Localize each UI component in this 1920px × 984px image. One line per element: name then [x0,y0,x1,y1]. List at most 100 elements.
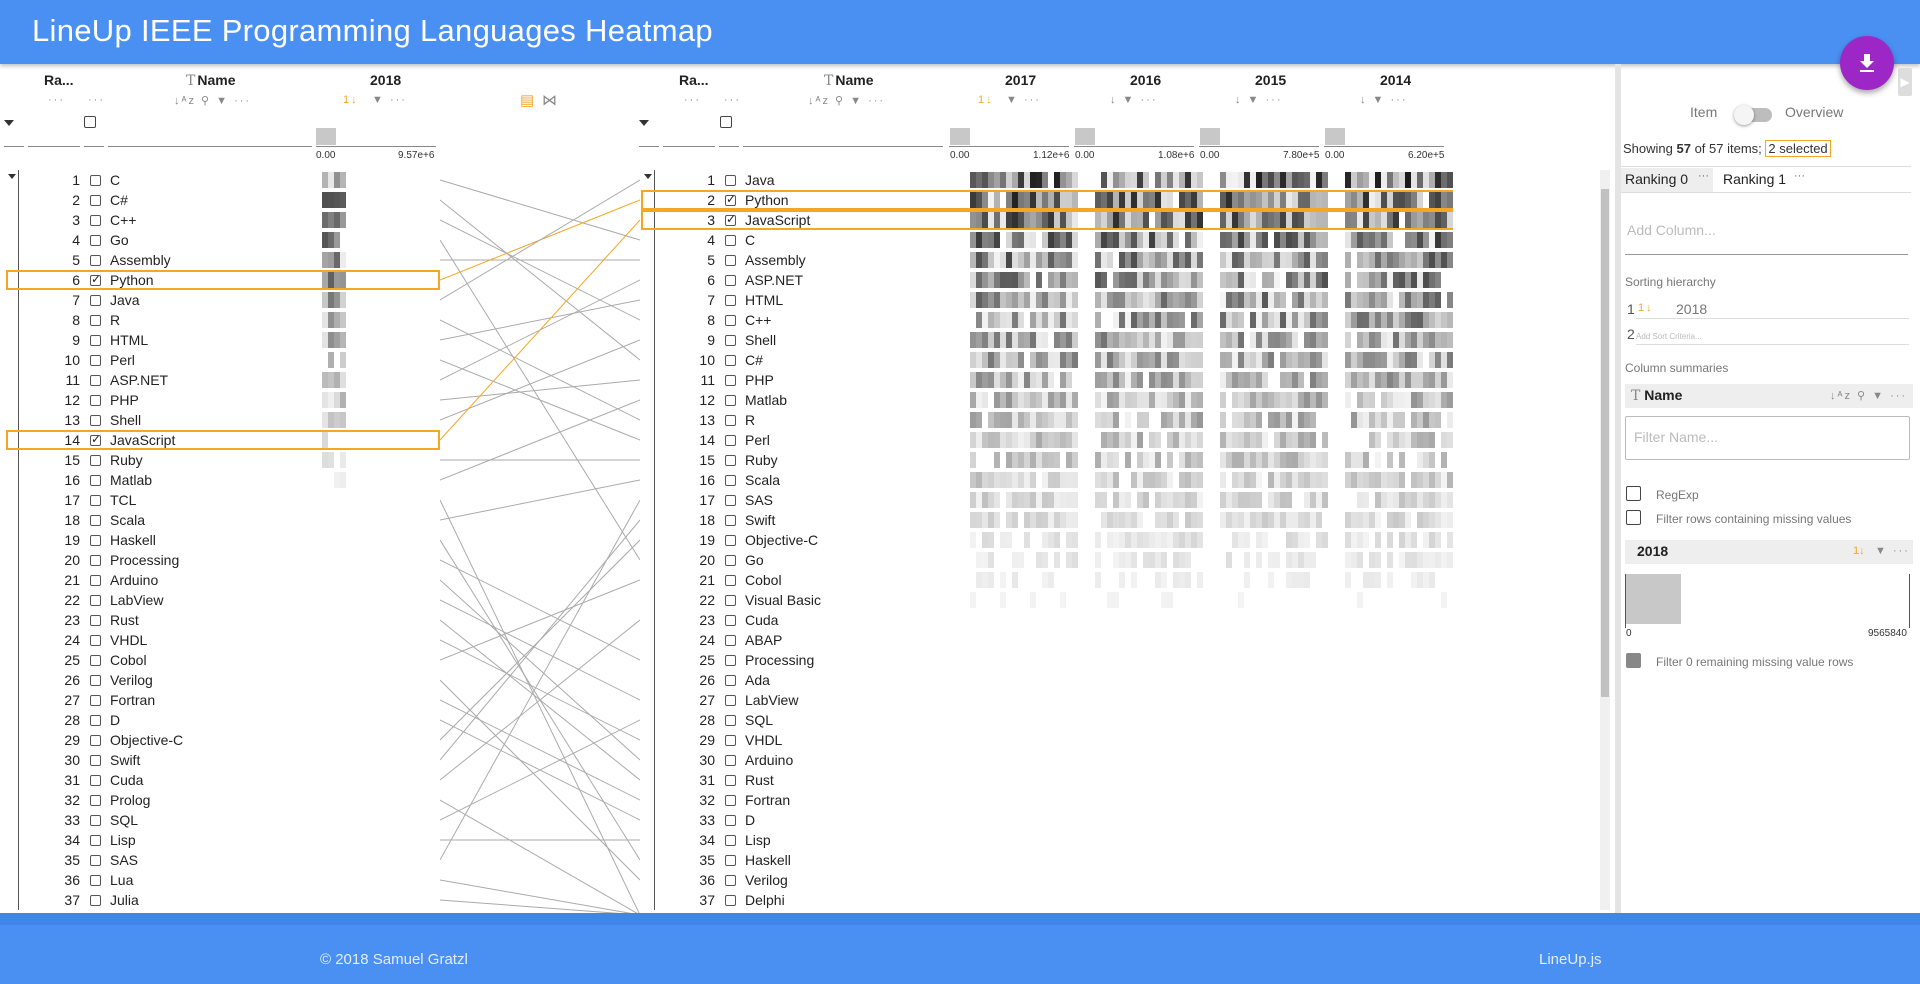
row-checkbox[interactable] [90,835,101,846]
year-summary-tools[interactable]: ▼ ··· [1875,545,1910,557]
row-checkbox[interactable] [725,395,736,406]
row-checkbox[interactable] [90,395,101,406]
lineup-link[interactable]: LineUp.js [1539,951,1602,968]
ranking-row[interactable]: 32 Prolog [6,790,436,810]
ranking-row[interactable]: 11 ASP.NET [6,370,436,390]
slope-mode-icon[interactable]: ▤ [520,92,537,109]
row-checkbox[interactable] [725,715,736,726]
ranking-row[interactable]: 25 Processing [641,650,1071,670]
right-collapse-icon[interactable] [639,120,649,126]
ranking-row[interactable]: 37 Delphi [641,890,1071,910]
ranking-row[interactable]: 15 Ruby [641,450,1071,470]
row-checkbox[interactable] [90,295,101,306]
row-checkbox[interactable] [90,455,101,466]
ranking-row[interactable]: 6Python [6,270,436,290]
ranking-row[interactable]: 29 VHDL [641,730,1071,750]
row-checkbox[interactable] [725,355,736,366]
row-checkbox[interactable] [725,175,736,186]
row-checkbox[interactable] [725,315,736,326]
ranking-row[interactable]: 12 Matlab [641,390,1071,410]
ranking-row[interactable]: 30 Arduino [641,750,1071,770]
row-checkbox[interactable] [725,835,736,846]
row-checkbox[interactable] [725,735,736,746]
row-checkbox[interactable] [90,235,101,246]
ranking-row[interactable]: 9 HTML [6,330,436,350]
row-checkbox[interactable] [725,595,736,606]
ranking-row[interactable]: 36 Lua [6,870,436,890]
ranking-row[interactable]: 29 Objective-C [6,730,436,750]
row-checkbox[interactable] [725,255,736,266]
ranking-row[interactable]: 26 Verilog [6,670,436,690]
ranking-row[interactable]: 21 Arduino [6,570,436,590]
ranking-row[interactable]: 7 Java [6,290,436,310]
left-select-all-checkbox[interactable] [84,116,96,128]
more-icon[interactable]: ··· [1794,170,1805,182]
row-checkbox[interactable] [90,775,101,786]
tools-2015[interactable]: ↓ ▼ ··· [1235,94,1283,106]
add-column-input[interactable]: Add Column... [1627,222,1716,238]
row-checkbox[interactable] [725,775,736,786]
sort-2017-icon[interactable]: 1↓ [978,94,994,106]
left-name-tools[interactable]: ↓ᴬz ⚲ ▼ ··· [174,95,252,107]
row-checkbox[interactable] [90,315,101,326]
row-checkbox[interactable] [90,215,101,226]
ranking-row[interactable]: 11 PHP [641,370,1071,390]
row-checkbox[interactable] [90,255,101,266]
ranking-row[interactable]: 9 Shell [641,330,1071,350]
tools-2017[interactable]: ▼ ··· [1006,94,1041,106]
sort1-value[interactable]: 2018 [1676,301,1708,317]
ranking-row[interactable]: 16 Scala [641,470,1071,490]
ranking-row[interactable]: 13 R [641,410,1071,430]
ranking-row[interactable]: 17 SAS [641,490,1071,510]
header-2016[interactable]: 2016 [1130,72,1162,88]
ranking-row[interactable]: 1 Java [641,170,1071,190]
header-2017[interactable]: 2017 [1005,72,1037,88]
filter-remaining-checkbox[interactable] [1626,653,1641,668]
row-checkbox[interactable] [90,272,101,286]
ranking-row[interactable]: 13 Shell [6,410,436,430]
row-checkbox[interactable] [725,795,736,806]
ranking-row[interactable]: 14JavaScript [6,430,436,450]
ranking-row[interactable]: 24 ABAP [641,630,1071,650]
ranking-row[interactable]: 8 C++ [641,310,1071,330]
right-select-all-checkbox[interactable] [720,116,732,128]
row-checkbox[interactable] [725,335,736,346]
row-checkbox[interactable] [90,675,101,686]
row-checkbox[interactable] [90,475,101,486]
row-checkbox[interactable] [725,415,736,426]
row-checkbox[interactable] [725,895,736,906]
row-checkbox[interactable] [90,855,101,866]
right-name-tools[interactable]: ↓ᴬz ⚲ ▼ ··· [808,95,886,107]
ranking-row[interactable]: 18 Swift [641,510,1071,530]
row-checkbox[interactable] [90,895,101,906]
row-checkbox[interactable] [725,475,736,486]
row-checkbox[interactable] [725,295,736,306]
ranking-row[interactable]: 14 Perl [641,430,1071,450]
panel-collapse-icon[interactable]: ▶ [1898,68,1912,96]
row-checkbox[interactable] [725,575,736,586]
header-2014[interactable]: 2014 [1380,72,1412,88]
row-checkbox[interactable] [725,875,736,886]
right-name-header[interactable]: T Name [824,72,873,89]
ranking-row[interactable]: 5 Assembly [641,250,1071,270]
row-checkbox[interactable] [725,695,736,706]
ranking-row[interactable]: 27 Fortran [6,690,436,710]
row-checkbox[interactable] [725,555,736,566]
selected-count-badge[interactable]: 2 selected [1765,140,1831,157]
ranking-row[interactable]: 23 Rust [6,610,436,630]
filter-missing-checkbox[interactable] [1626,510,1641,525]
right-rank-header[interactable]: Ra... [679,72,709,88]
row-checkbox[interactable] [90,375,101,386]
left-year-sort-icon[interactable]: 1↓ [343,94,359,106]
right-rank-more-icon[interactable]: ··· [684,94,701,106]
row-checkbox[interactable] [90,795,101,806]
row-checkbox[interactable] [90,355,101,366]
row-checkbox[interactable] [90,175,101,186]
row-checkbox[interactable] [90,335,101,346]
ranking-row[interactable]: 37 Julia [6,890,436,910]
row-checkbox[interactable] [90,535,101,546]
row-checkbox[interactable] [725,655,736,666]
